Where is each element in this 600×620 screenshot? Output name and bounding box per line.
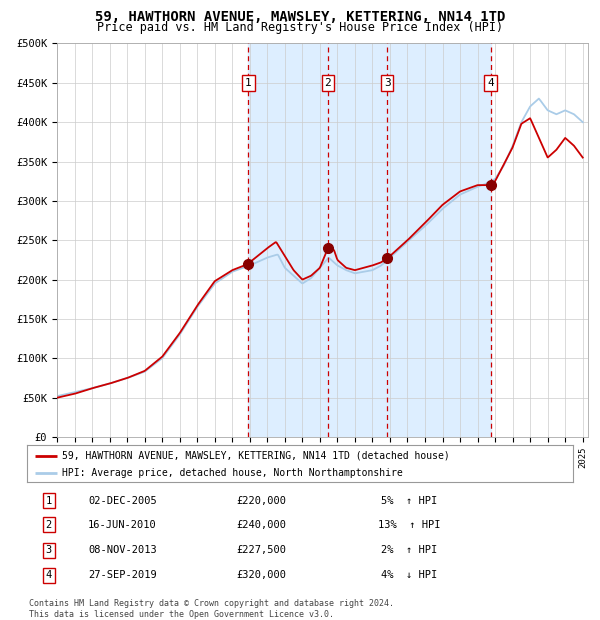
Text: 1: 1: [245, 78, 252, 88]
Text: 59, HAWTHORN AVENUE, MAWSLEY, KETTERING, NN14 1TD: 59, HAWTHORN AVENUE, MAWSLEY, KETTERING,…: [95, 10, 505, 24]
Text: 4%  ↓ HPI: 4% ↓ HPI: [381, 570, 437, 580]
Text: 1: 1: [46, 495, 52, 506]
Text: 16-JUN-2010: 16-JUN-2010: [88, 520, 157, 530]
Text: 3: 3: [384, 78, 391, 88]
Text: 13%  ↑ HPI: 13% ↑ HPI: [378, 520, 440, 530]
Text: Contains HM Land Registry data © Crown copyright and database right 2024.
This d: Contains HM Land Registry data © Crown c…: [29, 600, 394, 619]
Text: 02-DEC-2005: 02-DEC-2005: [88, 495, 157, 506]
Text: 27-SEP-2019: 27-SEP-2019: [88, 570, 157, 580]
Text: £320,000: £320,000: [237, 570, 287, 580]
Bar: [248, 43, 491, 437]
Text: £240,000: £240,000: [237, 520, 287, 530]
Text: £220,000: £220,000: [237, 495, 287, 506]
Text: 59, HAWTHORN AVENUE, MAWSLEY, KETTERING, NN14 1TD (detached house): 59, HAWTHORN AVENUE, MAWSLEY, KETTERING,…: [62, 451, 450, 461]
Text: HPI: Average price, detached house, North Northamptonshire: HPI: Average price, detached house, Nort…: [62, 468, 403, 478]
Text: 5%  ↑ HPI: 5% ↑ HPI: [381, 495, 437, 506]
Text: Price paid vs. HM Land Registry's House Price Index (HPI): Price paid vs. HM Land Registry's House …: [97, 21, 503, 34]
Text: 3: 3: [46, 545, 52, 555]
Text: 08-NOV-2013: 08-NOV-2013: [88, 545, 157, 555]
Text: 2%  ↑ HPI: 2% ↑ HPI: [381, 545, 437, 555]
Text: 4: 4: [46, 570, 52, 580]
Text: 2: 2: [46, 520, 52, 530]
Text: 2: 2: [325, 78, 331, 88]
Text: £227,500: £227,500: [237, 545, 287, 555]
Text: 4: 4: [487, 78, 494, 88]
